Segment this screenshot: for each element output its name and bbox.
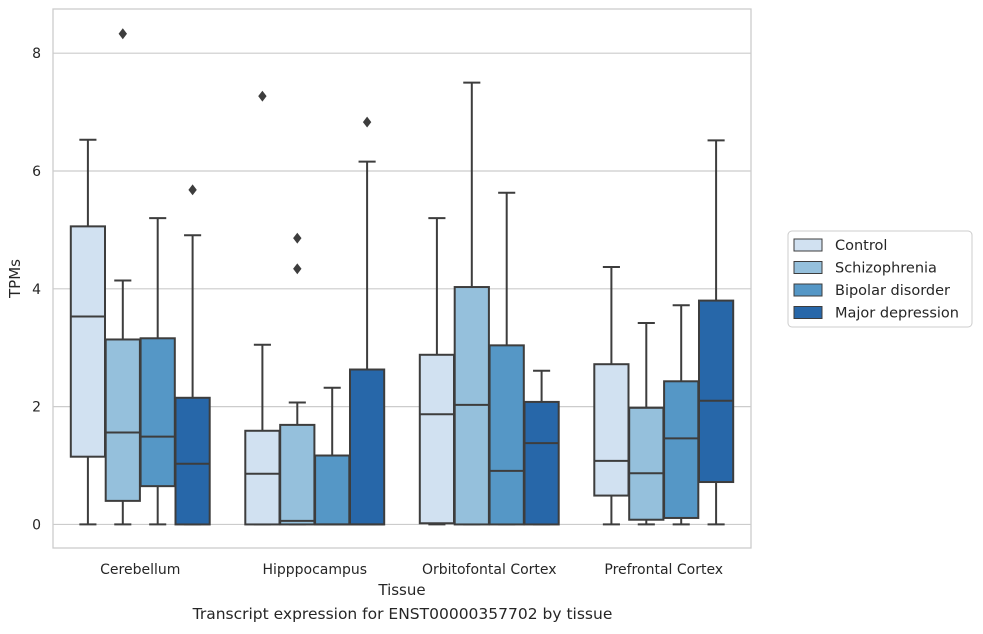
box-schizophrenia-1 — [279, 232, 316, 526]
box-major-depression-0 — [174, 184, 211, 526]
box-body — [69, 225, 107, 458]
legend: Control Schizophrenia Bipolar disorder Majo… — [787, 230, 973, 328]
box-body — [104, 338, 141, 502]
x-tick-label: Prefrontal Cortex — [604, 562, 723, 578]
box-major-depression-3 — [697, 139, 735, 526]
chart-caption: Transcript expression for ENST0000035770… — [192, 605, 613, 623]
y-tick-label: 2 — [32, 400, 41, 416]
box-schizophrenia-2 — [453, 81, 490, 526]
x-tick-label: Orbitofontal Cortex — [422, 562, 557, 578]
box-body — [314, 454, 351, 526]
box-body — [488, 344, 525, 526]
box-control-2 — [418, 217, 456, 526]
legend-item: Control — [793, 238, 887, 254]
x-tick-label: Hipppocampus — [262, 562, 367, 578]
legend-swatch — [793, 306, 823, 319]
box-body — [523, 400, 560, 526]
outlier-point — [362, 116, 372, 128]
box-body — [697, 299, 735, 484]
y-tick-labels: 0 2 4 6 8 — [32, 46, 41, 533]
y-tick-label: 6 — [32, 164, 41, 180]
box-bipolar-disorder-0 — [139, 217, 176, 526]
box-body — [244, 429, 281, 526]
box-body — [418, 353, 456, 525]
box-body — [279, 423, 316, 526]
box-body — [348, 368, 386, 526]
y-tick-label: 4 — [32, 282, 41, 298]
outlier-point — [118, 28, 127, 40]
legend-item: Schizophrenia — [793, 261, 937, 277]
outlier-point — [188, 184, 197, 196]
y-axis-label: TPMs — [6, 259, 24, 299]
box-body — [174, 396, 211, 526]
box-schizophrenia-0 — [104, 28, 141, 526]
legend-swatch — [793, 283, 823, 297]
outlier-point — [293, 232, 302, 244]
legend-frame — [787, 230, 973, 328]
box-major-depression-1 — [348, 116, 386, 526]
legend-swatch — [793, 238, 823, 252]
box-control-0 — [69, 138, 107, 526]
box-bipolar-disorder-3 — [663, 304, 700, 526]
box-bipolar-disorder-1 — [314, 386, 351, 526]
x-tick-labels: Cerebellum Hipppocampus Orbitofontal Corte… — [100, 562, 723, 578]
box-bipolar-disorder-2 — [488, 191, 525, 526]
y-tick-label: 0 — [32, 517, 41, 533]
box-body — [593, 363, 630, 497]
legend-label: Control — [835, 238, 887, 254]
x-tick-label: Cerebellum — [100, 562, 180, 578]
legend-label: Major depression — [835, 306, 959, 322]
outlier-point — [258, 90, 267, 102]
legend-label: Schizophrenia — [835, 261, 937, 277]
legend-item: Bipolar disorder — [793, 283, 950, 299]
legend-item: Major depression — [793, 306, 959, 322]
boxes — [69, 28, 735, 526]
box-control-3 — [593, 266, 630, 526]
y-tick-label: 8 — [32, 46, 41, 62]
legend-swatch — [793, 261, 823, 274]
box-major-depression-2 — [523, 369, 560, 526]
box-control-1 — [244, 90, 281, 526]
plot-frame — [52, 8, 752, 549]
legend-label: Bipolar disorder — [835, 283, 950, 299]
box-body — [663, 380, 700, 519]
box-schizophrenia-3 — [628, 321, 665, 526]
outlier-point — [293, 263, 302, 275]
box-body — [628, 406, 665, 521]
box-body — [139, 337, 176, 488]
x-axis-label: Tissue — [377, 581, 425, 599]
